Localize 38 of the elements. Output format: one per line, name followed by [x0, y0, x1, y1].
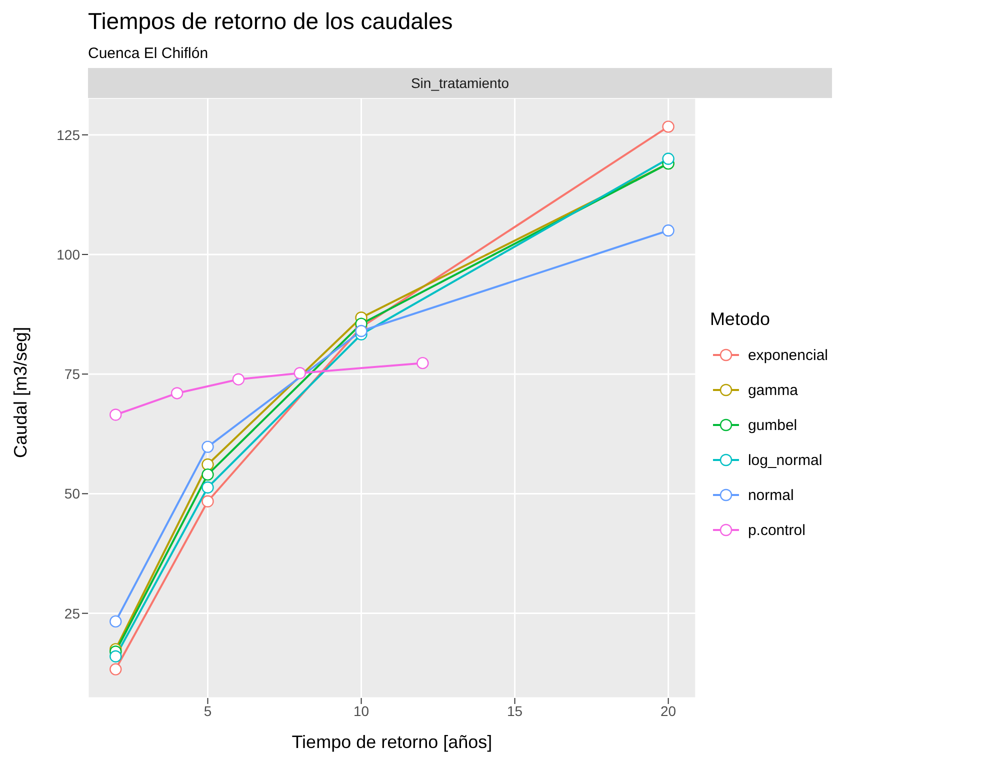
point [170, 387, 184, 400]
x-tick-label: 10 [353, 702, 370, 719]
x-tick-label: 5 [204, 702, 212, 719]
legend-title: Metodo [710, 308, 771, 330]
point [202, 468, 214, 481]
legend-label: exponencial [748, 346, 828, 364]
legend-label: normal [748, 486, 794, 504]
legend-label: log_normal [748, 452, 822, 468]
point [294, 367, 306, 380]
point [232, 373, 245, 386]
x-tick-label: 20 [660, 702, 676, 719]
legend-label: gumbel [748, 416, 798, 434]
point [662, 224, 674, 237]
y-tick-label: 50 [64, 486, 80, 502]
point [662, 120, 674, 133]
legend-label: p.control [748, 522, 806, 538]
y-tick-label: 125 [56, 126, 80, 143]
point [202, 495, 214, 508]
point [110, 408, 122, 421]
x-axis-title: Tiempo de retorno [años] [292, 732, 492, 752]
y-axis-title: Caudal [m3/seg] [10, 326, 30, 458]
point [110, 663, 122, 676]
x-tick-label: 15 [506, 702, 523, 719]
point [202, 458, 214, 471]
legend-label: gamma [748, 382, 798, 398]
point [202, 481, 214, 494]
chart-title: Tiempos de retorno de los caudales [88, 8, 454, 35]
y-tick-label: 100 [56, 246, 80, 262]
y-tick-label: 75 [64, 366, 80, 382]
point [416, 356, 429, 370]
y-tick-label: 25 [64, 605, 80, 622]
point [202, 440, 214, 453]
point [110, 615, 122, 628]
point [662, 152, 674, 165]
point [110, 650, 122, 662]
text: Sin_tratamiento [88, 68, 832, 98]
chart-subtitle: Cuenca El Chiflón [88, 45, 210, 62]
point [355, 324, 368, 338]
